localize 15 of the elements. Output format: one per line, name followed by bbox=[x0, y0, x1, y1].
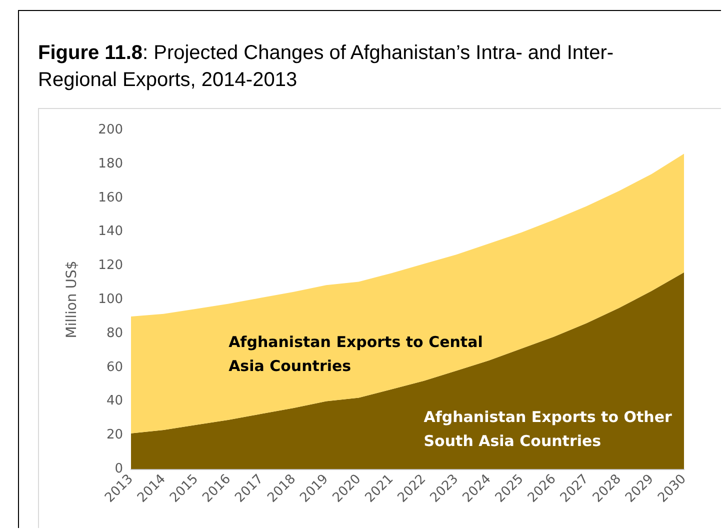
y-tick-label: 60 bbox=[106, 360, 123, 375]
y-tick-label: 80 bbox=[106, 326, 123, 341]
y-tick-label: 100 bbox=[98, 292, 123, 307]
y-tick-label: 200 bbox=[98, 122, 123, 138]
y-tick-label: 0 bbox=[114, 462, 123, 476]
chart-title: Figure 11.8: Projected Changes of Afghanistan’s Intra- and Inter-Regional Exports, 2014-2013 bbox=[38, 41, 615, 93]
y-axis-title: Million US$ bbox=[64, 260, 80, 338]
y-tick-label: 20 bbox=[106, 428, 123, 443]
y-tick-label: 40 bbox=[106, 394, 123, 409]
series-label: Afghanistan Exports to Other South Asia Countries bbox=[424, 406, 672, 452]
y-tick-label: 180 bbox=[98, 156, 123, 172]
y-tick-label: 160 bbox=[98, 190, 123, 206]
series-label: Afghanistan Exports to Cental Asia Countries bbox=[228, 332, 483, 377]
y-tick-label: 140 bbox=[98, 224, 123, 240]
y-tick-label: 120 bbox=[98, 258, 123, 274]
